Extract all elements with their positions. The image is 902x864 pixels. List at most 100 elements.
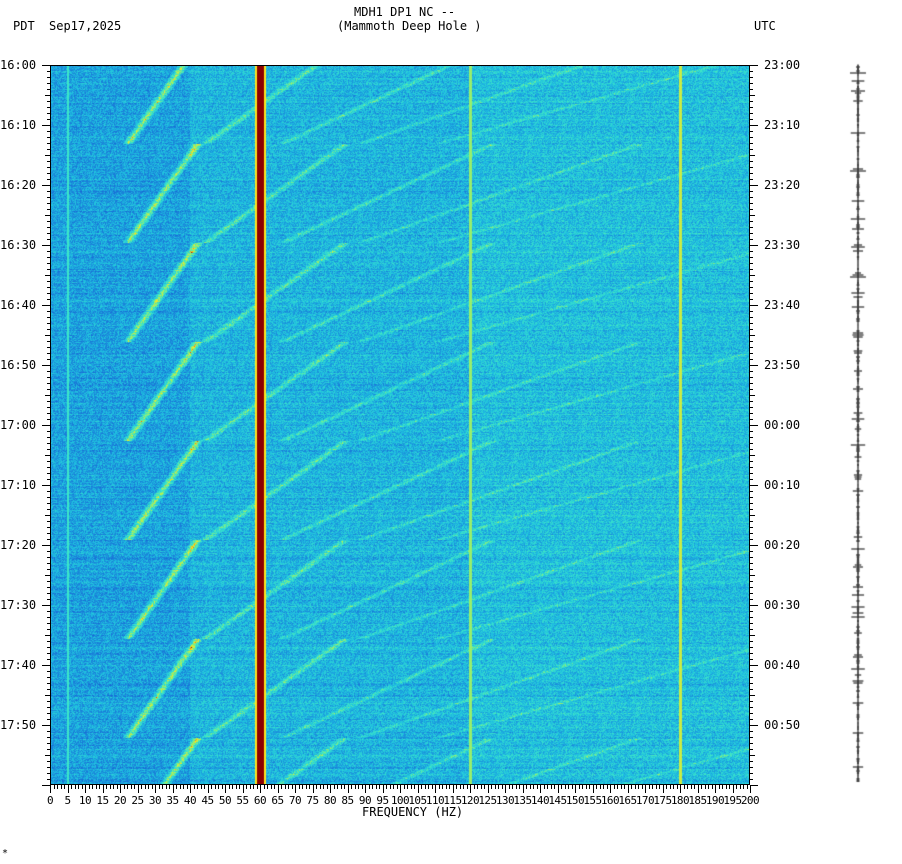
seismogram-trace — [830, 60, 890, 790]
y-tick — [750, 569, 753, 570]
x-tick-label: 35 — [166, 794, 179, 807]
x-tick — [449, 785, 450, 789]
y-tick — [750, 413, 753, 414]
y-tick — [750, 719, 753, 720]
y-tick — [42, 125, 50, 126]
right-time-label: 23:20 — [764, 178, 801, 192]
y-tick — [750, 191, 753, 192]
left-time-label: 17:50 — [0, 718, 37, 732]
y-tick — [750, 449, 753, 450]
footer-mark: * — [2, 848, 9, 859]
x-tick-label: 170 — [635, 794, 655, 807]
y-tick — [750, 419, 753, 420]
y-tick — [750, 491, 753, 492]
x-tick — [383, 785, 384, 793]
x-tick — [677, 785, 678, 789]
y-tick — [47, 77, 50, 78]
y-tick — [47, 233, 50, 234]
y-tick — [47, 143, 50, 144]
y-tick — [750, 695, 755, 696]
x-tick — [358, 785, 359, 789]
left-time-label: 16:00 — [0, 58, 37, 72]
y-tick — [42, 245, 50, 246]
y-tick — [750, 209, 753, 210]
x-tick — [78, 785, 79, 789]
y-tick — [47, 587, 50, 588]
y-tick — [750, 605, 758, 606]
x-tick — [484, 785, 485, 789]
y-tick — [750, 143, 753, 144]
y-tick — [750, 155, 755, 156]
x-tick — [505, 785, 506, 793]
x-tick — [547, 785, 548, 789]
y-tick — [47, 449, 50, 450]
y-tick — [750, 161, 753, 162]
x-tick — [243, 785, 244, 793]
x-tick — [463, 785, 464, 789]
y-tick — [750, 215, 755, 216]
x-tick — [673, 785, 674, 789]
x-tick — [708, 785, 709, 789]
x-tick-label: 55 — [236, 794, 249, 807]
x-tick — [743, 785, 744, 789]
y-tick — [47, 641, 50, 642]
x-tick — [187, 785, 188, 789]
x-tick — [638, 785, 639, 789]
y-tick — [750, 179, 753, 180]
x-tick — [278, 785, 279, 793]
left-time-label: 16:50 — [0, 358, 37, 372]
y-tick — [47, 311, 50, 312]
x-tick — [589, 785, 590, 789]
x-tick — [372, 785, 373, 789]
x-tick — [670, 785, 671, 789]
x-tick-label: 100 — [390, 794, 410, 807]
y-tick — [750, 701, 753, 702]
y-tick — [750, 263, 753, 264]
x-tick — [544, 785, 545, 789]
y-tick — [42, 605, 50, 606]
x-tick — [89, 785, 90, 789]
y-tick — [47, 287, 50, 288]
y-tick — [750, 353, 753, 354]
y-tick — [750, 653, 753, 654]
x-tick — [579, 785, 580, 789]
x-tick — [379, 785, 380, 789]
x-tick — [740, 785, 741, 789]
x-tick — [453, 785, 454, 793]
y-tick — [47, 773, 50, 774]
x-tick — [691, 785, 692, 789]
x-tick — [582, 785, 583, 789]
x-tick — [586, 785, 587, 789]
y-tick — [750, 515, 755, 516]
x-tick — [166, 785, 167, 789]
y-tick — [47, 401, 50, 402]
x-tick — [148, 785, 149, 789]
x-tick — [253, 785, 254, 789]
x-tick-label: 145 — [548, 794, 567, 807]
spectrogram-plot — [50, 65, 750, 785]
x-tick — [285, 785, 286, 789]
x-tick-label: 95 — [376, 794, 389, 807]
x-tick-label: 155 — [583, 794, 602, 807]
x-tick — [663, 785, 664, 793]
x-tick — [85, 785, 86, 793]
y-tick — [47, 389, 50, 390]
y-tick — [47, 353, 50, 354]
y-tick — [47, 203, 50, 204]
x-tick — [715, 785, 716, 793]
y-tick — [750, 287, 753, 288]
x-tick-label: 160 — [600, 794, 620, 807]
x-tick — [747, 785, 748, 789]
x-tick — [439, 785, 440, 789]
y-tick — [47, 419, 50, 420]
y-tick — [45, 515, 50, 516]
x-tick-label: 105 — [408, 794, 427, 807]
x-tick — [386, 785, 387, 789]
x-tick — [369, 785, 370, 789]
x-tick — [337, 785, 338, 789]
x-tick — [533, 785, 534, 789]
y-tick — [47, 539, 50, 540]
y-tick — [42, 305, 50, 306]
y-tick — [47, 737, 50, 738]
x-tick-label: 25 — [131, 794, 144, 807]
